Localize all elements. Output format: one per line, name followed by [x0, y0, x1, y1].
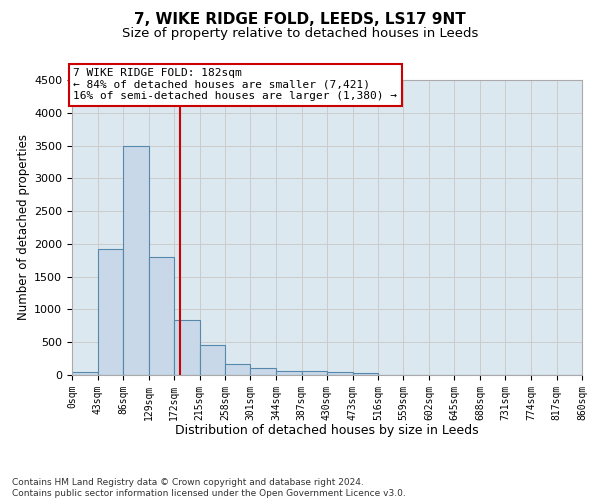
Bar: [327, 372, 353, 375]
Bar: [302, 372, 327, 375]
Text: 7 WIKE RIDGE FOLD: 182sqm
← 84% of detached houses are smaller (7,421)
16% of se: 7 WIKE RIDGE FOLD: 182sqm ← 84% of detac…: [73, 68, 397, 102]
Bar: [225, 364, 251, 375]
Bar: [123, 146, 149, 375]
Text: Contains HM Land Registry data © Crown copyright and database right 2024.
Contai: Contains HM Land Registry data © Crown c…: [12, 478, 406, 498]
Bar: [97, 249, 123, 375]
Bar: [353, 372, 378, 375]
X-axis label: Distribution of detached houses by size in Leeds: Distribution of detached houses by size …: [175, 424, 479, 437]
Bar: [199, 345, 225, 375]
Bar: [251, 368, 276, 375]
Y-axis label: Number of detached properties: Number of detached properties: [17, 134, 30, 320]
Bar: [149, 257, 174, 375]
Bar: [174, 320, 199, 375]
Bar: [276, 370, 302, 375]
Text: Size of property relative to detached houses in Leeds: Size of property relative to detached ho…: [122, 28, 478, 40]
Bar: [72, 372, 97, 375]
Text: 7, WIKE RIDGE FOLD, LEEDS, LS17 9NT: 7, WIKE RIDGE FOLD, LEEDS, LS17 9NT: [134, 12, 466, 28]
